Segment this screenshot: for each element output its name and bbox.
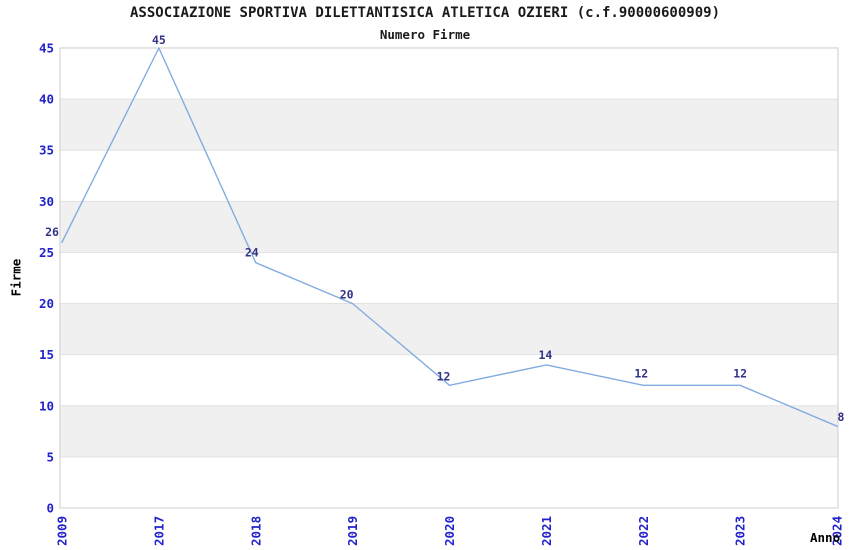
y-tick-label: 15 <box>39 347 54 362</box>
data-label: 24 <box>245 246 259 260</box>
y-tick-label: 25 <box>39 245 54 260</box>
y-tick-label: 30 <box>39 194 54 209</box>
x-tick-label: 2017 <box>151 516 166 546</box>
x-tick-label: 2022 <box>636 516 651 546</box>
series-line <box>61 47 838 427</box>
y-tick-label: 5 <box>46 449 54 464</box>
grid-band <box>60 201 838 253</box>
data-label: 8 <box>838 410 845 424</box>
data-label: 26 <box>45 225 59 239</box>
x-tick-label: 2023 <box>733 516 748 546</box>
data-label: 12 <box>634 366 648 380</box>
x-tick-label: 2020 <box>442 516 457 546</box>
x-tick-label: 2018 <box>248 516 263 546</box>
x-tick-label: 2021 <box>539 516 554 546</box>
plot-border <box>59 47 839 509</box>
chart-title: ASSOCIAZIONE SPORTIVA DILETTANTISICA ATL… <box>129 5 720 21</box>
y-tick-label: 0 <box>46 501 54 516</box>
data-label: 12 <box>733 366 747 380</box>
x-tick-label: 2009 <box>55 516 70 546</box>
data-label: 20 <box>340 288 354 302</box>
data-label: 45 <box>152 33 166 47</box>
x-tick-label: 2019 <box>345 516 360 546</box>
y-tick-label: 45 <box>39 41 54 56</box>
grid-band <box>60 405 838 457</box>
data-label: 12 <box>437 369 451 383</box>
data-label: 14 <box>538 348 552 362</box>
x-axis-title: Anno <box>810 530 841 545</box>
y-tick-label: 35 <box>39 143 54 158</box>
y-tick-label: 40 <box>39 92 54 107</box>
y-tick-label: 20 <box>39 296 54 311</box>
y-tick-label: 10 <box>39 398 54 413</box>
grid-band <box>60 303 838 355</box>
chart-subtitle: Numero Firme <box>379 27 471 42</box>
grid-band <box>60 99 838 151</box>
x-tick-label: 2024 <box>830 516 845 546</box>
